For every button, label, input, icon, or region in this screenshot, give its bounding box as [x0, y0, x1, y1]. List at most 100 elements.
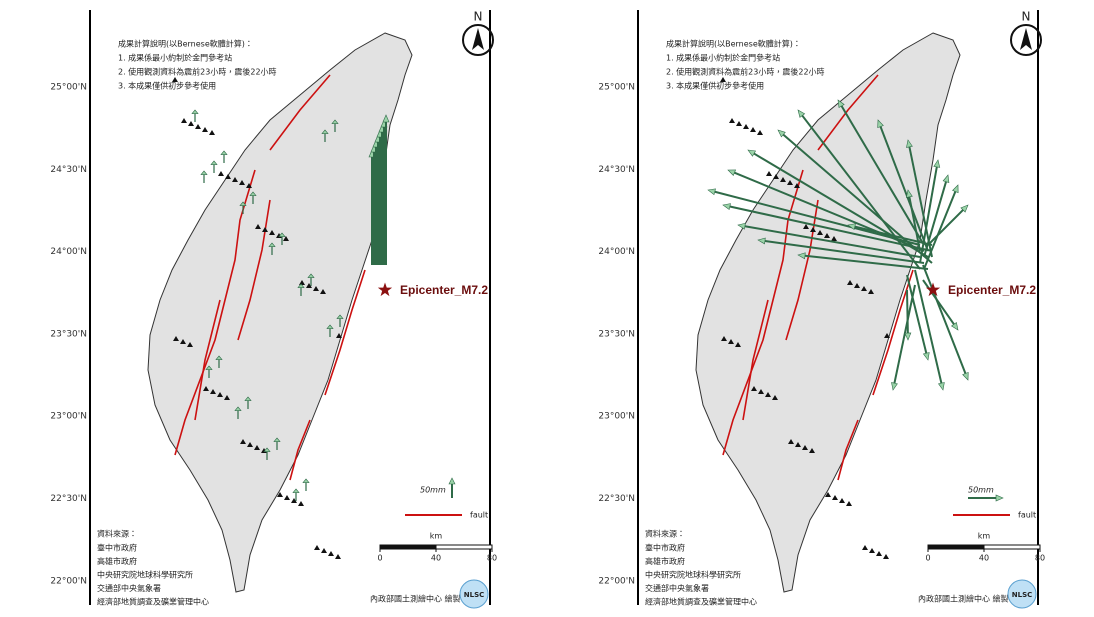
displacement-vector	[879, 126, 929, 252]
vector-head	[205, 365, 213, 370]
station-marker	[750, 127, 756, 132]
latitude-label: 25°00'N	[598, 83, 635, 93]
station-marker	[246, 183, 252, 188]
logo-text: NLSC	[1012, 591, 1033, 599]
scale-tick-label: 0	[925, 554, 930, 563]
station-marker	[757, 130, 763, 135]
sources-item: 中央研究院地球科學研究所	[97, 570, 193, 580]
station-marker	[239, 180, 245, 185]
station-marker	[202, 127, 208, 132]
station-marker	[817, 230, 823, 235]
station-marker	[299, 280, 305, 285]
station-marker	[729, 118, 735, 123]
station-marker	[884, 333, 890, 338]
station-marker	[772, 395, 778, 400]
fault-line	[194, 299, 221, 421]
sources-item: 高雄市政府	[645, 556, 685, 566]
vector-head	[297, 283, 305, 288]
displacement-vector	[923, 181, 947, 258]
latitude-label: 22°30'N	[598, 494, 635, 504]
displacement-vector	[782, 133, 933, 264]
vector-head	[210, 160, 218, 165]
station-marker	[869, 548, 875, 553]
notes-item: 3. 本成果僅供初步參考使用	[666, 81, 764, 91]
station-marker	[795, 442, 801, 447]
station-marker	[839, 498, 845, 503]
fault-line	[837, 419, 859, 481]
fault-line	[324, 269, 366, 396]
displacement-vector	[908, 196, 921, 252]
credit: 內政部國土測繪中心 繪製	[918, 594, 1009, 604]
vector-head	[906, 139, 913, 148]
vector-head	[321, 129, 329, 134]
vector-head	[249, 191, 257, 196]
station-marker	[232, 177, 238, 182]
station-marker	[832, 495, 838, 500]
displacement-vector	[922, 279, 955, 325]
station-marker	[721, 336, 727, 341]
latitude-label: 24°00'N	[50, 247, 87, 257]
notes-item: 1. 成果係最小約制於金門參考站	[666, 53, 780, 63]
vector-head	[191, 109, 199, 114]
fault-line	[237, 199, 271, 341]
scale-tick-label: 40	[979, 554, 989, 563]
station-marker	[224, 395, 230, 400]
vector-head	[268, 242, 276, 247]
station-marker	[180, 339, 186, 344]
vector-head	[336, 314, 344, 319]
station-marker	[794, 183, 800, 188]
latitude-label: 23°00'N	[598, 412, 635, 422]
station-marker	[321, 548, 327, 553]
scale-tick-label: 80	[1035, 554, 1045, 563]
station-marker	[825, 492, 831, 497]
vector-head	[239, 201, 247, 206]
station-marker	[313, 286, 319, 291]
north-label: N	[474, 10, 483, 24]
vector-head	[326, 324, 334, 329]
vector-head	[707, 188, 716, 196]
station-marker	[314, 545, 320, 550]
station-marker	[306, 283, 312, 288]
latitude-label: 24°30'N	[598, 165, 635, 175]
vector-head	[747, 149, 757, 157]
logo-badge	[1007, 579, 1037, 609]
vector-head	[448, 477, 456, 485]
station-marker	[195, 124, 201, 129]
station-marker	[743, 124, 749, 129]
station-marker	[269, 230, 275, 235]
vector-head	[891, 382, 898, 391]
vector-head	[307, 273, 315, 278]
station-marker	[788, 439, 794, 444]
sources-item: 交通部中央氣象署	[97, 583, 161, 593]
vector-head	[797, 252, 806, 260]
station-marker	[854, 283, 860, 288]
notes-item: 3. 本成果僅供初步參考使用	[118, 81, 216, 91]
latitude-label: 23°30'N	[598, 329, 635, 339]
latitude-label: 24°30'N	[50, 165, 87, 175]
displacement-vector	[753, 152, 929, 258]
scale-unit: km	[430, 532, 443, 541]
legend-vector-label: 50mm	[420, 486, 446, 495]
station-marker	[283, 236, 289, 241]
notes-title: 成果計算說明(以Bernese軟體計算)：	[118, 39, 253, 49]
sources-item: 臺中市政府	[97, 543, 137, 553]
map-panel: Epicenter_M7.2 N 成果計算說明(以Bernese軟體計算)： 1. 成…	[598, 10, 1045, 609]
scale-bar-segment	[928, 545, 984, 549]
north-arrow-ring	[462, 24, 494, 56]
vector-head	[292, 488, 300, 493]
north-arrow	[1020, 28, 1032, 50]
vector-head	[215, 355, 223, 360]
station-marker	[210, 389, 216, 394]
displacement-vector	[923, 191, 957, 270]
taiwan-island	[695, 32, 961, 593]
station-marker	[320, 289, 326, 294]
vector-head	[877, 119, 884, 129]
fault-line	[872, 269, 914, 396]
displacement-vector	[893, 284, 916, 384]
latitude-label: 22°00'N	[598, 576, 635, 586]
station-marker	[765, 392, 771, 397]
latitude-label: 24°00'N	[598, 247, 635, 257]
displacement-vector	[927, 209, 964, 246]
station-marker	[240, 439, 246, 444]
displacement-vector	[922, 264, 967, 374]
